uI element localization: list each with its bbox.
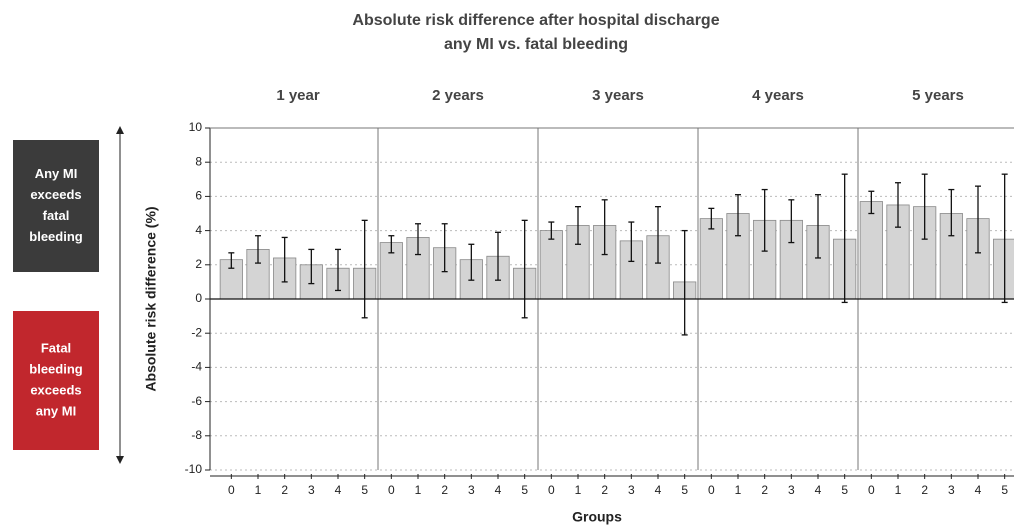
y-tick-label: 6 — [195, 189, 202, 203]
y-tick-label: 8 — [195, 154, 202, 168]
bar — [993, 238, 1014, 300]
y-axis-label: Absolute risk difference (%) — [143, 206, 159, 391]
panel-title: 5 years — [912, 87, 964, 104]
annotation-box — [13, 311, 99, 450]
x-tick-label: 2 — [921, 483, 928, 497]
y-tick-label: 4 — [195, 223, 202, 237]
panel-title: 4 years — [752, 87, 804, 104]
y-tick-label: -6 — [191, 394, 202, 408]
x-tick-label: 3 — [948, 483, 955, 497]
panel-title: 1 year — [276, 87, 320, 104]
x-tick-label: 2 — [281, 483, 288, 497]
x-tick-label: 2 — [601, 483, 608, 497]
x-tick-label: 4 — [335, 483, 342, 497]
x-tick-label: 4 — [815, 483, 822, 497]
y-tick-label: -4 — [191, 360, 202, 374]
x-tick-label: 5 — [361, 483, 368, 497]
bar — [699, 218, 723, 300]
x-tick-label: 0 — [388, 483, 395, 497]
annotation-text: bleeding — [29, 229, 83, 244]
x-tick-label: 5 — [521, 483, 528, 497]
panel-title: 3 years — [592, 87, 644, 104]
chart-title: Absolute risk difference after hospital … — [352, 12, 719, 29]
annotation-text: exceeds — [30, 187, 81, 202]
annotation-box — [13, 140, 99, 272]
y-tick-label: 10 — [189, 120, 203, 134]
x-tick-label: 1 — [895, 483, 902, 497]
x-axis-label: Groups — [572, 509, 622, 525]
annotation-text: fatal — [43, 208, 70, 223]
x-tick-label: 5 — [841, 483, 848, 497]
y-tick-label: -10 — [185, 462, 203, 476]
x-tick-label: 3 — [308, 483, 315, 497]
annotation-text: bleeding — [29, 361, 83, 376]
bar — [539, 230, 563, 300]
x-tick-label: 1 — [415, 483, 422, 497]
y-tick-label: 2 — [195, 257, 202, 271]
bar — [859, 201, 883, 300]
y-tick-label: -2 — [191, 325, 202, 339]
x-tick-label: 0 — [228, 483, 235, 497]
x-tick-label: 3 — [468, 483, 475, 497]
x-tick-label: 5 — [1001, 483, 1008, 497]
x-tick-label: 1 — [255, 483, 262, 497]
annotation-text: Fatal — [41, 340, 71, 355]
annotation-text: Any MI — [35, 166, 78, 181]
annotation-text: exceeds — [30, 382, 81, 397]
y-tick-label: -8 — [191, 428, 202, 442]
x-tick-label: 0 — [548, 483, 555, 497]
x-tick-label: 2 — [761, 483, 768, 497]
x-tick-label: 1 — [575, 483, 582, 497]
panel-title: 2 years — [432, 87, 484, 104]
x-tick-label: 5 — [681, 483, 688, 497]
y-tick-label: 0 — [195, 291, 202, 305]
x-tick-label: 4 — [975, 483, 982, 497]
x-tick-label: 2 — [441, 483, 448, 497]
annotation-text: any MI — [36, 403, 76, 418]
x-tick-label: 3 — [788, 483, 795, 497]
x-tick-label: 4 — [655, 483, 662, 497]
x-tick-label: 0 — [868, 483, 875, 497]
x-tick-label: 0 — [708, 483, 715, 497]
x-tick-label: 3 — [628, 483, 635, 497]
x-tick-label: 1 — [735, 483, 742, 497]
x-tick-label: 4 — [495, 483, 502, 497]
chart-subtitle: any MI vs. fatal bleeding — [444, 36, 628, 53]
